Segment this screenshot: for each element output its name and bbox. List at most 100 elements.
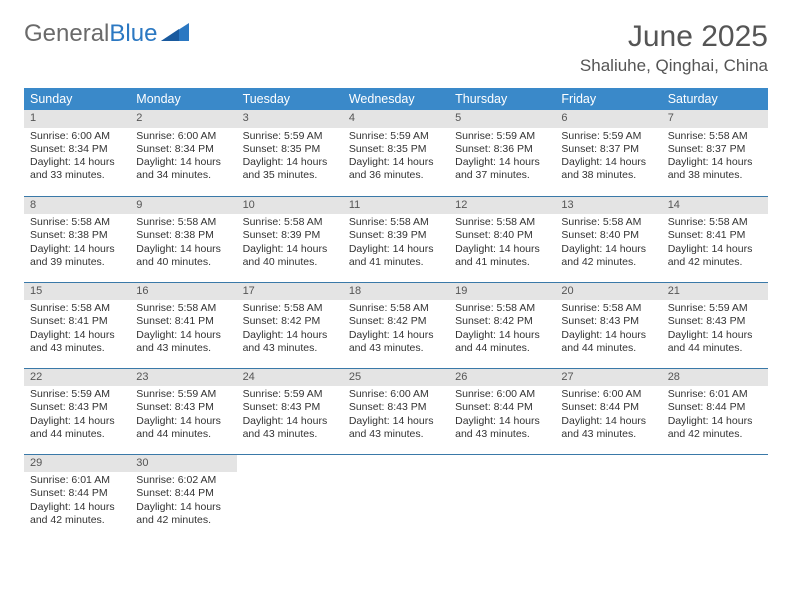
day-number: 6	[555, 110, 661, 128]
calendar-cell	[555, 454, 661, 540]
daylight-line-2: and 41 minutes.	[455, 256, 549, 269]
daylight-line-1: Daylight: 14 hours	[243, 243, 337, 256]
daylight-line-1: Daylight: 14 hours	[243, 415, 337, 428]
calendar-cell: 20Sunrise: 5:58 AMSunset: 8:43 PMDayligh…	[555, 282, 661, 368]
day-number: 20	[555, 283, 661, 301]
weekday-header: Saturday	[662, 88, 768, 110]
daylight-line-1: Daylight: 14 hours	[30, 156, 124, 169]
daylight-line-2: and 38 minutes.	[561, 169, 655, 182]
daylight-line-1: Daylight: 14 hours	[349, 156, 443, 169]
daylight-line-1: Daylight: 14 hours	[136, 415, 230, 428]
daylight-line-1: Daylight: 14 hours	[561, 329, 655, 342]
sunrise-line: Sunrise: 5:59 AM	[136, 388, 230, 401]
day-number: 26	[449, 369, 555, 387]
calendar-cell: 23Sunrise: 5:59 AMSunset: 8:43 PMDayligh…	[130, 368, 236, 454]
calendar-cell: 6 Sunrise: 5:59 AMSunset: 8:37 PMDaylight…	[555, 110, 661, 196]
sunrise-line: Sunrise: 5:58 AM	[668, 130, 762, 143]
sunrise-line: Sunrise: 5:58 AM	[349, 302, 443, 315]
daylight-line-1: Daylight: 14 hours	[30, 329, 124, 342]
sunrise-line: Sunrise: 5:58 AM	[668, 216, 762, 229]
daylight-line-2: and 44 minutes.	[30, 428, 124, 441]
daylight-line-1: Daylight: 14 hours	[668, 243, 762, 256]
day-number: 17	[237, 283, 343, 301]
sunset-line: Sunset: 8:44 PM	[455, 401, 549, 414]
day-body: Sunrise: 5:58 AMSunset: 8:39 PMDaylight:…	[343, 214, 449, 273]
day-number: 25	[343, 369, 449, 387]
daylight-line-2: and 34 minutes.	[136, 169, 230, 182]
day-body: Sunrise: 5:59 AMSunset: 8:36 PMDaylight:…	[449, 128, 555, 187]
calendar-cell: 9Sunrise: 5:58 AMSunset: 8:38 PMDaylight…	[130, 196, 236, 282]
calendar-row: 8Sunrise: 5:58 AMSunset: 8:38 PMDaylight…	[24, 196, 768, 282]
sunset-line: Sunset: 8:44 PM	[561, 401, 655, 414]
sunset-line: Sunset: 8:37 PM	[561, 143, 655, 156]
calendar-cell: 28Sunrise: 6:01 AMSunset: 8:44 PMDayligh…	[662, 368, 768, 454]
calendar-cell: 7Sunrise: 5:58 AMSunset: 8:37 PMDaylight…	[662, 110, 768, 196]
sunset-line: Sunset: 8:43 PM	[136, 401, 230, 414]
daylight-line-1: Daylight: 14 hours	[455, 243, 549, 256]
day-body: Sunrise: 5:58 AMSunset: 8:38 PMDaylight:…	[24, 214, 130, 273]
day-number: 21	[662, 283, 768, 301]
logo-word2: Blue	[109, 20, 157, 48]
calendar-cell: 2Sunrise: 6:00 AMSunset: 8:34 PMDaylight…	[130, 110, 236, 196]
calendar-cell: 18Sunrise: 5:58 AMSunset: 8:42 PMDayligh…	[343, 282, 449, 368]
sunrise-line: Sunrise: 5:59 AM	[561, 130, 655, 143]
day-body: Sunrise: 5:58 AMSunset: 8:39 PMDaylight:…	[237, 214, 343, 273]
daylight-line-2: and 43 minutes.	[243, 342, 337, 355]
day-number: 1	[24, 110, 130, 128]
sunrise-line: Sunrise: 5:58 AM	[243, 216, 337, 229]
day-number: 28	[662, 369, 768, 387]
daylight-line-2: and 42 minutes.	[668, 256, 762, 269]
daylight-line-1: Daylight: 14 hours	[136, 329, 230, 342]
daylight-line-1: Daylight: 14 hours	[243, 329, 337, 342]
calendar-cell: 22Sunrise: 5:59 AMSunset: 8:43 PMDayligh…	[24, 368, 130, 454]
sunset-line: Sunset: 8:43 PM	[561, 315, 655, 328]
calendar-cell: 12Sunrise: 5:58 AMSunset: 8:40 PMDayligh…	[449, 196, 555, 282]
daylight-line-2: and 42 minutes.	[136, 514, 230, 527]
calendar-cell: 19Sunrise: 5:58 AMSunset: 8:42 PMDayligh…	[449, 282, 555, 368]
day-body: Sunrise: 6:00 AMSunset: 8:44 PMDaylight:…	[449, 386, 555, 445]
day-number: 23	[130, 369, 236, 387]
day-body: Sunrise: 6:00 AMSunset: 8:34 PMDaylight:…	[24, 128, 130, 187]
day-body: Sunrise: 5:58 AMSunset: 8:43 PMDaylight:…	[555, 300, 661, 359]
daylight-line-1: Daylight: 14 hours	[561, 156, 655, 169]
day-number: 3	[237, 110, 343, 128]
sunset-line: Sunset: 8:42 PM	[455, 315, 549, 328]
day-body: Sunrise: 5:59 AMSunset: 8:43 PMDaylight:…	[662, 300, 768, 359]
sunrise-line: Sunrise: 5:58 AM	[136, 216, 230, 229]
daylight-line-2: and 42 minutes.	[30, 514, 124, 527]
day-number: 19	[449, 283, 555, 301]
calendar-cell: 8Sunrise: 5:58 AMSunset: 8:38 PMDaylight…	[24, 196, 130, 282]
sunset-line: Sunset: 8:42 PM	[349, 315, 443, 328]
sunset-line: Sunset: 8:35 PM	[349, 143, 443, 156]
daylight-line-1: Daylight: 14 hours	[668, 156, 762, 169]
daylight-line-2: and 41 minutes.	[349, 256, 443, 269]
daylight-line-2: and 40 minutes.	[243, 256, 337, 269]
sunset-line: Sunset: 8:36 PM	[455, 143, 549, 156]
daylight-line-2: and 43 minutes.	[349, 342, 443, 355]
calendar-cell: 3Sunrise: 5:59 AMSunset: 8:35 PMDaylight…	[237, 110, 343, 196]
day-body: Sunrise: 6:00 AMSunset: 8:44 PMDaylight:…	[555, 386, 661, 445]
sunrise-line: Sunrise: 6:02 AM	[136, 474, 230, 487]
logo: GeneralBlue	[24, 20, 189, 48]
day-number: 22	[24, 369, 130, 387]
day-number: 16	[130, 283, 236, 301]
daylight-line-2: and 43 minutes.	[243, 428, 337, 441]
sunset-line: Sunset: 8:34 PM	[30, 143, 124, 156]
daylight-line-1: Daylight: 14 hours	[136, 501, 230, 514]
day-number: 13	[555, 197, 661, 215]
sunset-line: Sunset: 8:38 PM	[30, 229, 124, 242]
day-number: 7	[662, 110, 768, 128]
calendar-cell: 27Sunrise: 6:00 AMSunset: 8:44 PMDayligh…	[555, 368, 661, 454]
sunset-line: Sunset: 8:38 PM	[136, 229, 230, 242]
sunrise-line: Sunrise: 6:00 AM	[30, 130, 124, 143]
daylight-line-2: and 44 minutes.	[136, 428, 230, 441]
day-number: 11	[343, 197, 449, 215]
calendar-cell: 29Sunrise: 6:01 AMSunset: 8:44 PMDayligh…	[24, 454, 130, 540]
day-number: 10	[237, 197, 343, 215]
calendar-row: 1Sunrise: 6:00 AMSunset: 8:34 PMDaylight…	[24, 110, 768, 196]
daylight-line-2: and 44 minutes.	[455, 342, 549, 355]
daylight-line-1: Daylight: 14 hours	[30, 501, 124, 514]
calendar-cell: 16Sunrise: 5:58 AMSunset: 8:41 PMDayligh…	[130, 282, 236, 368]
sunset-line: Sunset: 8:42 PM	[243, 315, 337, 328]
daylight-line-1: Daylight: 14 hours	[561, 243, 655, 256]
